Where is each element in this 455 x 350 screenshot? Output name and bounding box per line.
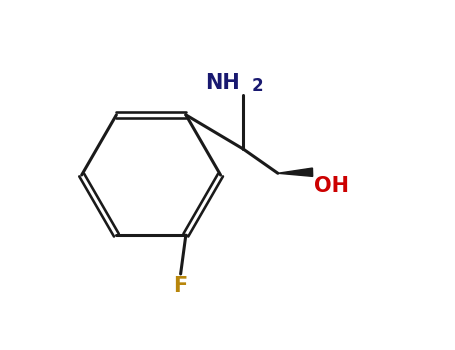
Text: 2: 2 — [252, 77, 263, 95]
Text: F: F — [173, 276, 188, 296]
Text: NH: NH — [205, 74, 240, 93]
Text: OH: OH — [314, 176, 349, 196]
Polygon shape — [278, 168, 313, 176]
